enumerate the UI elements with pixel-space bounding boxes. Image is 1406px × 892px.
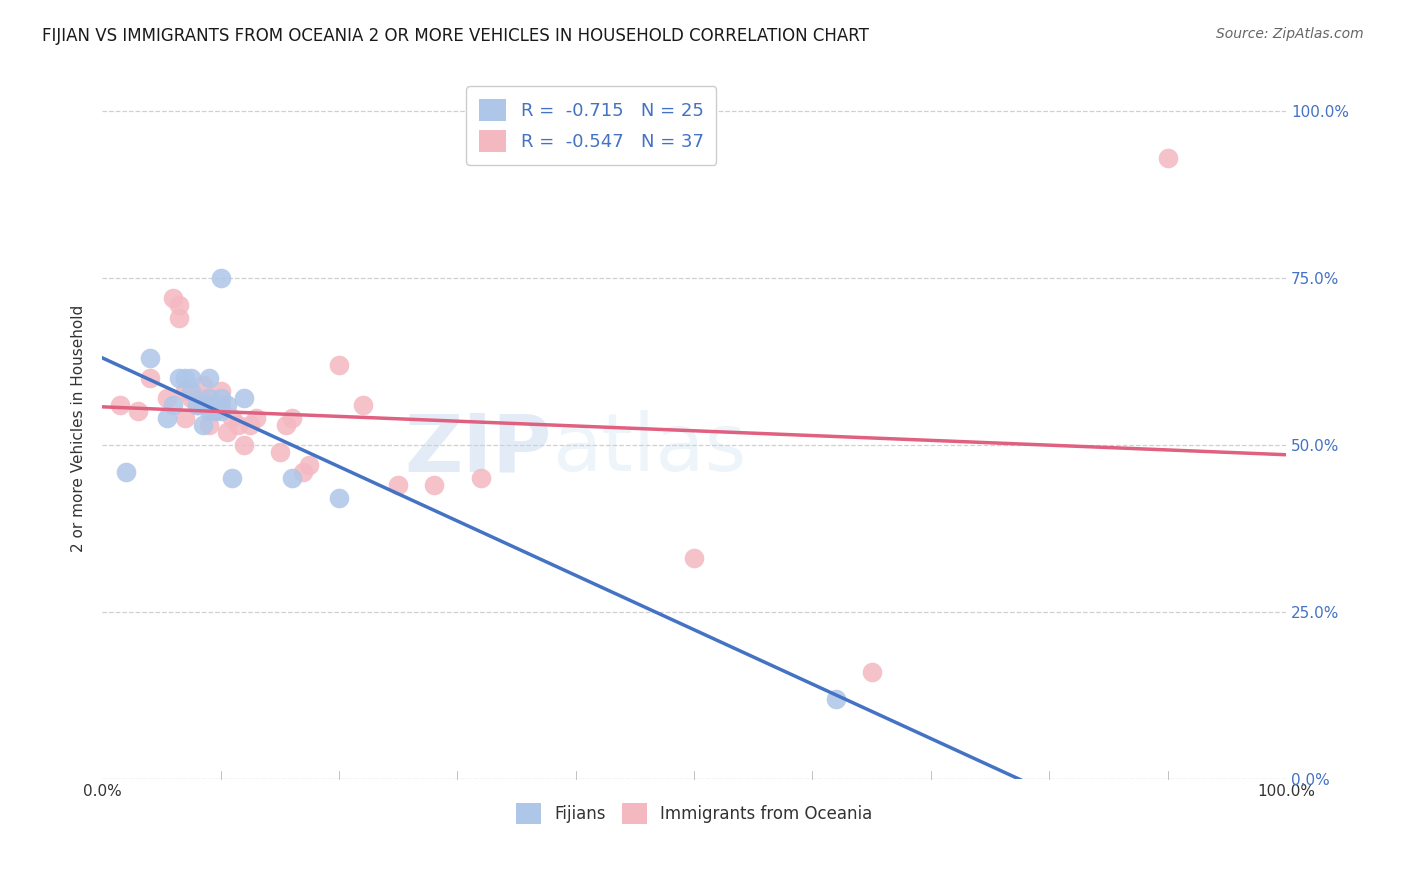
Point	[683, 551, 706, 566]
Point	[197, 417, 219, 432]
Point	[167, 371, 190, 385]
Point	[197, 398, 219, 412]
Point	[269, 444, 291, 458]
Point	[174, 384, 197, 399]
Point	[197, 404, 219, 418]
Point	[174, 411, 197, 425]
Point	[298, 458, 321, 472]
Point	[156, 391, 179, 405]
Point	[204, 404, 226, 418]
Point	[204, 404, 226, 418]
Text: atlas: atlas	[553, 410, 747, 488]
Point	[209, 391, 232, 405]
Point	[138, 371, 160, 385]
Point	[156, 411, 179, 425]
Point	[233, 391, 256, 405]
Text: ZIP: ZIP	[405, 410, 553, 488]
Point	[209, 384, 232, 399]
Point	[108, 398, 131, 412]
Point	[422, 478, 444, 492]
Y-axis label: 2 or more Vehicles in Household: 2 or more Vehicles in Household	[72, 304, 86, 552]
Point	[191, 417, 214, 432]
Point	[825, 691, 848, 706]
Point	[209, 398, 232, 412]
Point	[280, 471, 302, 485]
Point	[228, 417, 250, 432]
Point	[127, 404, 149, 418]
Point	[245, 411, 267, 425]
Point	[280, 411, 302, 425]
Point	[204, 398, 226, 412]
Point	[221, 471, 243, 485]
Point	[186, 398, 208, 412]
Point	[328, 358, 350, 372]
Point	[180, 384, 202, 399]
Point	[209, 404, 232, 418]
Point	[115, 465, 138, 479]
Point	[328, 491, 350, 506]
Point	[167, 297, 190, 311]
Point	[292, 465, 315, 479]
Point	[221, 411, 243, 425]
Point	[162, 398, 184, 412]
Point	[860, 665, 883, 679]
Point	[191, 398, 214, 412]
Point	[138, 351, 160, 365]
Point	[191, 391, 214, 405]
Point	[162, 291, 184, 305]
Point	[352, 398, 374, 412]
Point	[197, 391, 219, 405]
Point	[167, 310, 190, 325]
Legend: Fijians, Immigrants from Oceania: Fijians, Immigrants from Oceania	[506, 793, 883, 834]
Point	[1156, 151, 1178, 165]
Point	[233, 438, 256, 452]
Point	[215, 425, 238, 439]
Point	[387, 478, 409, 492]
Point	[209, 271, 232, 285]
Point	[197, 371, 219, 385]
Point	[174, 371, 197, 385]
Point	[180, 391, 202, 405]
Point	[239, 417, 262, 432]
Point	[274, 417, 297, 432]
Point	[470, 471, 492, 485]
Point	[215, 398, 238, 412]
Text: Source: ZipAtlas.com: Source: ZipAtlas.com	[1216, 27, 1364, 41]
Point	[180, 371, 202, 385]
Text: FIJIAN VS IMMIGRANTS FROM OCEANIA 2 OR MORE VEHICLES IN HOUSEHOLD CORRELATION CH: FIJIAN VS IMMIGRANTS FROM OCEANIA 2 OR M…	[42, 27, 869, 45]
Point	[191, 377, 214, 392]
Point	[186, 398, 208, 412]
